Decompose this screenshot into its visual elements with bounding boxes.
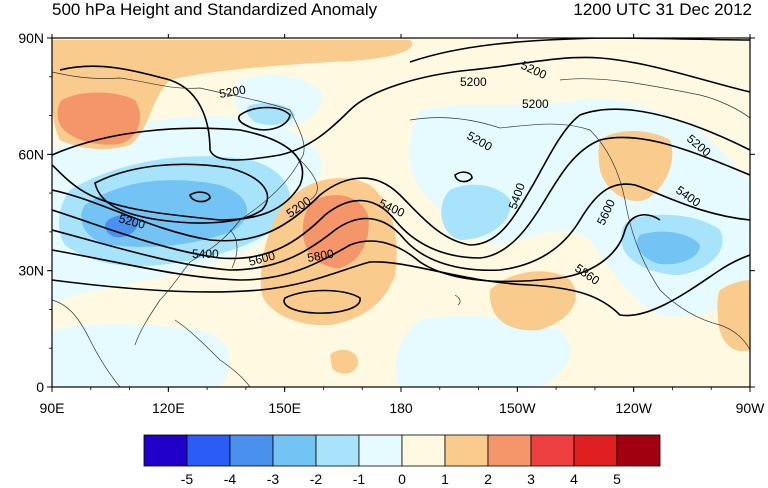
colorbar-swatch [143,434,188,467]
height-contour-line [52,254,750,317]
height-contour-line [283,289,361,314]
height-contour-line [454,171,473,183]
height-contour-line [237,106,291,131]
anomaly-region [52,40,413,150]
anomaly-region [441,184,511,240]
anomaly-region [104,215,138,238]
lon-label: 150W [499,400,536,416]
lon-label: 120W [615,400,652,416]
lat-label: 30N [18,263,44,279]
colorbar-swatch [444,434,489,467]
height-contour-line [52,183,750,272]
contour-label: 5200 [460,75,487,89]
colorbar-swatch [401,434,446,467]
colorbar-label: 2 [484,471,492,487]
anomaly-region [598,131,673,201]
contour-label: 5600 [247,248,277,269]
height-contour-line [189,191,211,203]
colorbar-label: -2 [310,471,323,487]
lat-label: 60N [18,146,44,162]
lon-label: 90W [736,400,766,416]
colorbar-swatch [530,434,575,467]
coastline [174,319,251,387]
coastline [409,117,750,351]
anomaly-region [57,92,140,145]
colorbar-swatch [573,434,618,467]
anomaly-shading [52,40,750,387]
map-ticks: 90E 120E 150E 180 150W 120W 90W 0 30N 60N 90N [18,30,765,416]
chart-title: 500 hPa Height and Standardized Anomaly [52,0,378,19]
contour-label: 5800 [306,246,335,264]
colorbar-swatch [229,434,274,467]
anomaly-region [489,271,576,331]
height-contour-line [59,56,750,161]
coastline [134,159,301,346]
contour-label: 5200 [117,211,147,232]
lon-label: 120E [152,400,185,416]
colorbar-swatch [616,434,661,467]
coastlines [52,71,750,387]
anomaly-region [396,315,571,387]
lon-label: 180 [389,400,413,416]
lon-label: 90E [40,400,65,416]
height-contour-line [94,163,269,224]
height-contour-line [52,214,661,283]
colorbar-label: 5 [613,471,621,487]
colorbar-swatch [315,434,360,467]
colorbar-swatch [358,434,403,467]
height-contour-line [52,108,750,246]
lon-label: 150E [268,400,301,416]
colorbar-label: -3 [267,471,280,487]
colorbar-swatch [186,434,231,467]
anomaly-region [302,195,369,268]
height-contour-line [52,127,304,221]
coastline [454,294,461,306]
contour-label: 5400 [192,247,219,261]
valid-time: 1200 UTC 31 Dec 2012 [573,0,752,19]
colorbar-label: 1 [441,471,449,487]
coastline [559,78,750,119]
height-contour-line [52,136,750,260]
contour-label: 5200 [522,97,549,111]
colorbar-swatch [487,434,532,467]
colorbar-swatch [272,434,317,467]
colorbar-label: 0 [398,471,406,487]
anomaly-region [637,231,700,265]
colorbar: -5 -4 -3 -2 -1 0 1 2 3 4 5 [143,434,661,487]
anomaly-region [52,324,231,387]
coastline [229,229,238,269]
lat-label: 0 [36,379,44,395]
colorbar-label: 4 [570,471,578,487]
lat-label: 90N [18,30,44,46]
colorbar-label: -5 [181,471,194,487]
colorbar-label: -4 [224,471,237,487]
height-contours [52,38,750,317]
colorbar-label: 3 [527,471,535,487]
anomaly-region [330,349,359,374]
contour-label: 5200 [218,82,247,100]
anomaly-region [717,280,750,352]
coastline [52,299,121,387]
colorbar-label: -1 [353,471,366,487]
